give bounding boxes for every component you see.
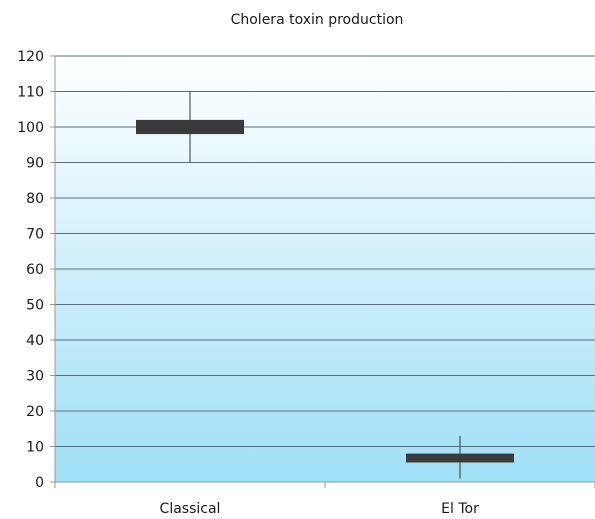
axes (54, 56, 595, 488)
y-tick-label: 30 (26, 369, 44, 385)
boxes (136, 91, 514, 479)
y-tick-label: 120 (17, 49, 44, 65)
box-body (136, 119, 244, 135)
x-category-label: Classical (160, 501, 221, 517)
y-tick-label: 0 (35, 475, 44, 491)
y-tick-label: 90 (26, 156, 44, 172)
y-tick-label: 40 (26, 333, 44, 349)
y-tick-label: 110 (17, 85, 44, 101)
gridlines (50, 55, 595, 483)
x-category-label: El Tor (441, 501, 479, 517)
y-tick-label: 10 (26, 440, 44, 456)
y-tick-labels: 0 10 20 30 40 50 60 70 80 90 100 110 120 (17, 49, 44, 491)
box-body (406, 453, 514, 463)
x-category-labels: Classical El Tor (160, 501, 480, 517)
y-tick-label: 80 (26, 191, 44, 207)
box-el-tor (406, 435, 514, 479)
y-tick-label: 50 (26, 298, 44, 314)
y-tick-label: 70 (26, 227, 44, 243)
y-tick-label: 20 (26, 404, 44, 420)
y-tick-label: 60 (26, 262, 44, 278)
y-tick-label: 100 (17, 120, 44, 136)
chart-title: Cholera toxin production (231, 12, 404, 28)
box-classical (136, 91, 244, 163)
